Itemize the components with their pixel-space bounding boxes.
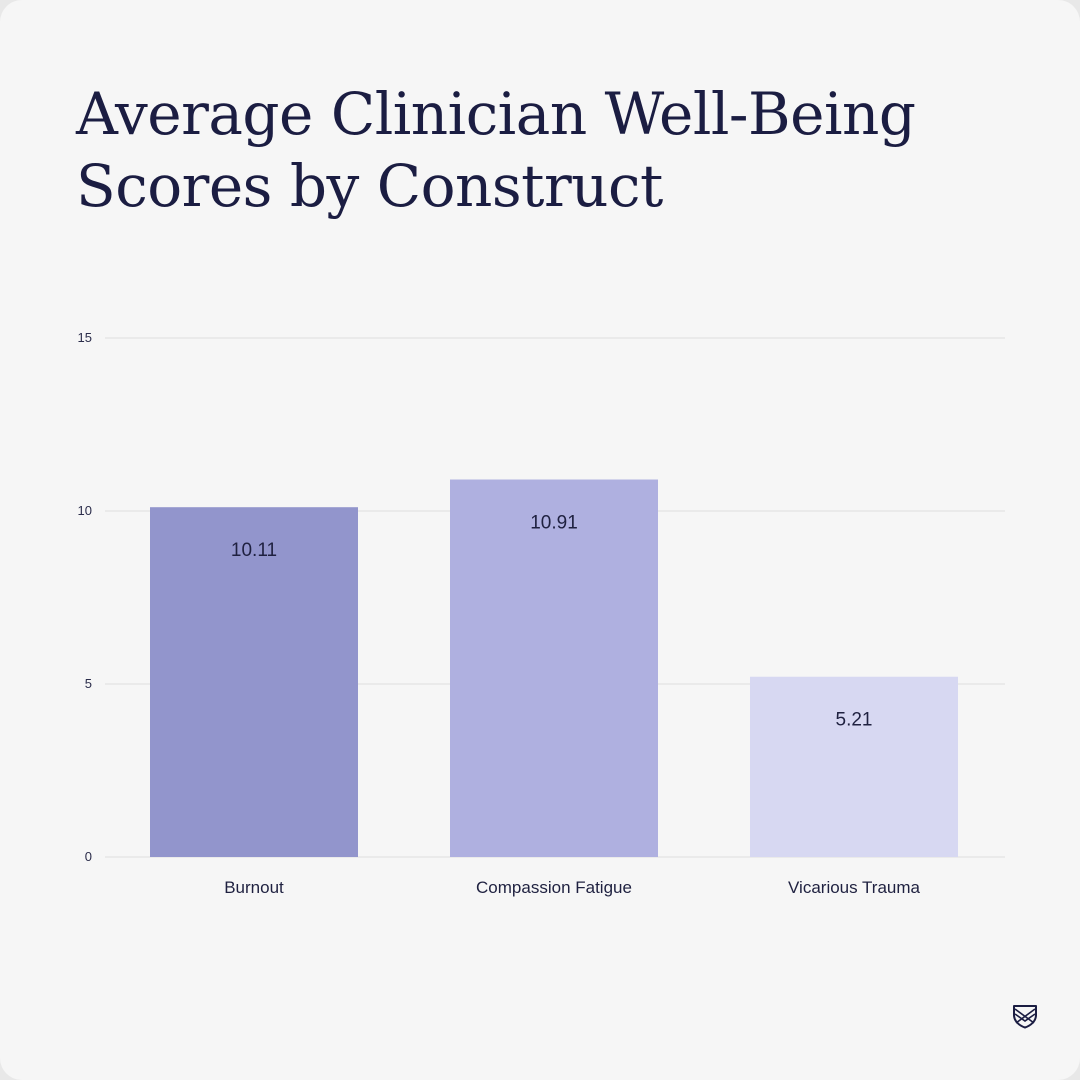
x-tick-label: Vicarious Trauma: [788, 878, 921, 897]
y-tick-label: 5: [85, 676, 92, 691]
data-label: 5.21: [836, 710, 873, 731]
bar: [150, 507, 358, 857]
x-tick-label: Burnout: [224, 878, 284, 897]
data-label: 10.91: [530, 513, 578, 534]
bar: [450, 479, 658, 857]
y-tick-label: 0: [85, 849, 92, 864]
x-tick-label: Compassion Fatigue: [476, 878, 632, 897]
chart-title-line-1: Average Clinician Well-Being: [76, 80, 916, 148]
chart-title-line-2: Scores by Construct: [76, 152, 663, 220]
y-tick-label: 15: [78, 330, 92, 345]
chart-title: Average Clinician Well-Being Scores by C…: [76, 78, 976, 222]
data-label: 10.11: [231, 540, 277, 561]
y-tick-label: 10: [78, 503, 92, 518]
shield-crest-icon: [1013, 1005, 1037, 1029]
bar: [750, 676, 958, 857]
